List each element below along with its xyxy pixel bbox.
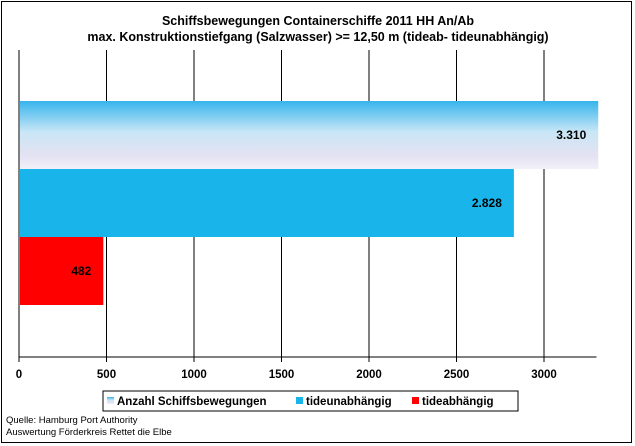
data-label: 3.310	[556, 128, 586, 142]
bar-tideabhaengig	[20, 237, 104, 305]
data-label: 482	[71, 264, 91, 278]
bars	[20, 101, 599, 305]
data-labels: 3.310 2.828 482	[71, 128, 586, 278]
chart-subtitle: max. Konstruktionstiefgang (Salzwasser) …	[87, 30, 548, 44]
source-note: Quelle: Hamburg Port Authority Auswertun…	[6, 415, 172, 439]
legend: Anzahl Schiffsbewegungen tideunabhängig ti…	[102, 390, 519, 412]
source-analysis-line: Auswertung Förderkreis Rettet die Elbe	[6, 427, 172, 438]
legend-anzahl-schiffsbewegungen-swatch	[107, 397, 114, 404]
legend-box	[102, 390, 519, 412]
legend-tideunabhaengig-swatch	[296, 397, 303, 404]
x-tick-label: 1000	[181, 369, 207, 381]
x-tick-label: 0	[16, 369, 22, 381]
legend-anzahl-schiffsbewegungen-label: Anzahl Schiffsbewegungen	[117, 396, 267, 408]
legend-tideabhaengig-label: tideabhängig	[422, 396, 494, 408]
x-tick-label: 500	[97, 369, 116, 381]
x-tick-label: 1500	[269, 369, 295, 381]
legend-tideunabhaengig-label: tideunabhängig	[306, 396, 392, 408]
bar-tideunabhaengig	[20, 169, 514, 237]
chart-title: Schiffsbewegungen Containerschiffe 2011 …	[162, 14, 474, 28]
x-tick-label: 2500	[444, 369, 470, 381]
legend-tideabhaengig-swatch	[412, 397, 419, 404]
x-tick-label: 3000	[531, 369, 557, 381]
data-label: 2.828	[472, 196, 502, 210]
bar-anzahl-schiffsbewegungen	[20, 101, 599, 169]
source-line: Quelle: Hamburg Port Authority	[6, 415, 138, 426]
x-tick-label: 2000	[356, 369, 382, 381]
x-axis: 0 500 1000 1500 2000 2500 3000	[16, 50, 597, 381]
